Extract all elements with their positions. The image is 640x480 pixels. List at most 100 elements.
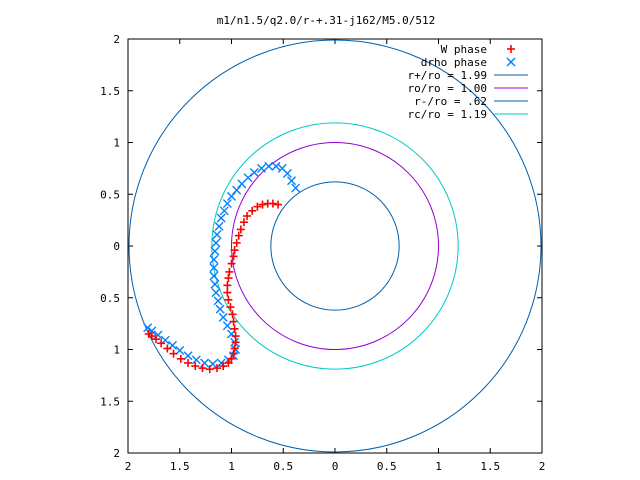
x-tick-label: 0.5	[377, 460, 397, 473]
axis-ticks: 2 1.5 1 0.5 0 0.5 1 1.5 221.510.500.511.52	[100, 33, 545, 473]
w-phase-point	[205, 365, 214, 374]
legend-label: W phase	[441, 43, 487, 56]
drho-phase-point	[215, 304, 225, 314]
legend-marker	[507, 45, 515, 53]
y-tick-label: 2	[113, 447, 120, 460]
w-phase-point	[230, 324, 239, 333]
drho-phase-point	[232, 185, 242, 195]
legend-label: ro/ro = 1.00	[408, 82, 487, 95]
w-phase-point	[184, 358, 193, 367]
y-tick-label: 1.5	[100, 85, 120, 98]
drho-phase-point	[183, 351, 193, 361]
w-phase-point	[224, 358, 233, 367]
drho-phase-point	[214, 221, 224, 231]
w-phase-point	[232, 238, 241, 247]
drho-phase-point	[211, 238, 221, 248]
w-phase-point	[227, 259, 236, 268]
drho-phase-point	[237, 179, 247, 189]
y-tick-label: 2	[113, 33, 120, 46]
drho-phase-point	[291, 183, 301, 193]
w-phase-point	[176, 354, 185, 363]
w-phase-point	[228, 310, 237, 319]
legend-label: drho phase	[421, 56, 487, 69]
chart-title: m1/n1.5/q2.0/r-+.31-j162/M5.0/512	[217, 14, 436, 27]
x-tick-label: 0	[332, 460, 339, 473]
drho-phase-point	[222, 321, 232, 331]
w-phase-point	[274, 200, 283, 209]
legend-marker	[506, 57, 516, 67]
w-phase-point	[253, 202, 262, 211]
w-phase-point	[224, 295, 233, 304]
drho-phase-point	[249, 168, 259, 178]
w-phase-point	[230, 246, 239, 255]
y-tick-label: 0.5	[100, 292, 120, 305]
data-points	[143, 161, 301, 374]
y-tick-label: 1	[113, 137, 120, 150]
x-tick-label: 2	[125, 460, 132, 473]
x-tick-label: 2	[539, 460, 546, 473]
drho-phase-point	[227, 191, 236, 201]
w-phase-point	[258, 200, 267, 209]
x-tick-label: 1	[228, 460, 235, 473]
w-phase-point	[236, 225, 245, 234]
w-phase-point	[243, 211, 252, 220]
x-tick-label: 0.5	[273, 460, 293, 473]
reference-circles	[128, 39, 542, 453]
drho-phase-point	[222, 199, 232, 209]
legend-label: rc/ro = 1.19	[408, 108, 487, 121]
w-phase-point	[169, 349, 178, 358]
drho-phase-point	[210, 279, 220, 289]
drho-phase-point	[191, 355, 201, 365]
drho-phase-point	[213, 296, 223, 306]
y-tick-label: 0	[113, 240, 120, 253]
w-phase-point	[198, 364, 207, 373]
drho-phase-point	[212, 230, 222, 240]
y-tick-label: 1.5	[100, 395, 120, 408]
w-phase-point	[229, 252, 238, 261]
w-phase-point	[225, 267, 234, 276]
w-phase-point	[163, 344, 172, 353]
w-phase-point	[248, 206, 257, 215]
x-tick-label: 1.5	[170, 460, 190, 473]
w-phase-point	[230, 344, 239, 353]
w-phase-point	[219, 362, 228, 371]
x-tick-label: 1	[435, 460, 442, 473]
drho-phase-point	[264, 161, 274, 171]
drho-phase-point	[271, 161, 281, 171]
w-phase-point	[231, 338, 240, 347]
w-phase-point	[213, 364, 222, 373]
w-phase-point	[229, 349, 238, 358]
y-tick-label: 0.5	[100, 188, 120, 201]
w-phase-point	[144, 329, 153, 338]
w-phase-point	[226, 303, 235, 312]
drho-phase-point	[211, 288, 221, 298]
drho-phase-point	[218, 312, 228, 322]
legend-label: r+/ro = 1.99	[408, 69, 487, 82]
circle-rc-ro-1-19	[211, 122, 459, 370]
drho-phase-point	[287, 176, 297, 186]
drho-phase-point	[210, 246, 220, 256]
y-tick-label: 1	[113, 344, 120, 357]
w-phase-point	[263, 199, 272, 208]
drho-phase-point	[257, 163, 267, 173]
legend-label: r-/ro = .62	[414, 95, 487, 108]
w-phase-point	[223, 281, 232, 290]
circle-r-ro-62	[270, 181, 400, 311]
w-phase-point	[234, 231, 243, 240]
drho-phase-point	[143, 323, 153, 333]
w-phase-point	[191, 362, 200, 371]
w-phase-point	[151, 335, 160, 344]
drho-phase-point	[209, 254, 219, 264]
x-tick-label: 1.5	[480, 460, 500, 473]
w-phase-point	[229, 317, 238, 326]
circle-ro-ro-1-00	[231, 142, 439, 350]
w-phase-point	[223, 288, 232, 297]
w-phase-point	[224, 274, 233, 283]
drho-phase-point	[209, 263, 219, 273]
w-phase-point	[157, 339, 166, 348]
drho-phase-point	[277, 163, 287, 173]
w-phase-point	[227, 354, 236, 363]
drho-phase-point	[209, 271, 219, 281]
